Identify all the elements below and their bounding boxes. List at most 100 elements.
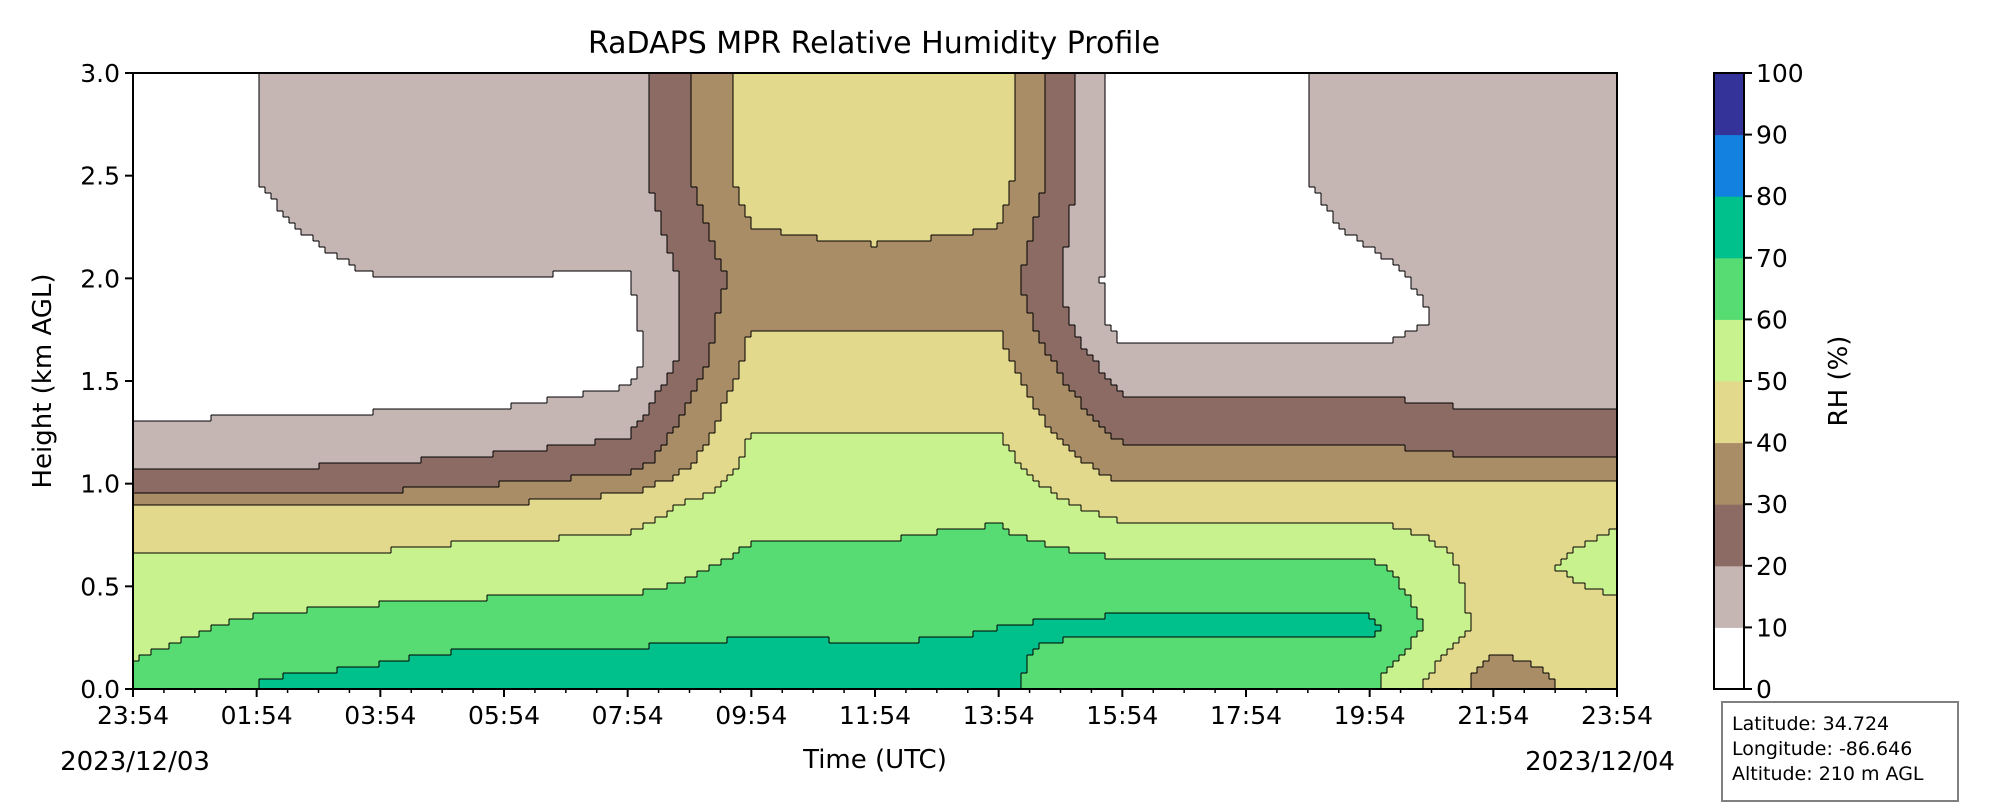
rh-band-cell [637, 307, 680, 314]
rh-band-cell [1411, 601, 1466, 608]
rh-band-cell [133, 427, 632, 434]
rh-band-cell [751, 433, 1004, 440]
rh-band-cell [631, 427, 674, 434]
rh-band-cell [1027, 301, 1064, 308]
rh-band-cell [1057, 433, 1112, 440]
rh-band-cell [1075, 175, 1106, 182]
rh-band-cell [739, 457, 1016, 464]
rh-band-cell [1057, 361, 1100, 368]
rh-band-cell [1387, 667, 1436, 674]
rh-band-cell [259, 151, 650, 158]
rh-band-cell [283, 673, 1022, 680]
rh-band-cell [259, 685, 1022, 689]
rh-band-cell [259, 103, 650, 110]
rh-band-cell [1321, 193, 1617, 200]
x-axis: 23:54 01:54 03:54 05:54 07:54 09:54 11:54 13:54… [97, 689, 1653, 730]
rh-band-cell [1021, 283, 1064, 290]
rh-band-cell [1333, 211, 1617, 218]
rh-band-cell [133, 655, 140, 662]
rh-band-cell [715, 421, 1046, 428]
rh-band-cell [133, 505, 674, 512]
rh-band-cell [1435, 541, 1586, 548]
rh-band-cell [655, 205, 704, 212]
colorbar-tick-label: 70 [1756, 244, 1788, 273]
rh-band-cell [1015, 169, 1046, 176]
rh-band-cell [1015, 97, 1046, 104]
rh-band-cell [1015, 127, 1046, 134]
rh-band-cell [133, 439, 596, 446]
rh-band-cell [1429, 535, 1598, 542]
y-tick-label: 2.5 [80, 162, 120, 191]
rh-band-cell [1087, 409, 1617, 416]
x-tick-label: 05:54 [468, 701, 540, 730]
rh-band-cell [679, 301, 722, 308]
rh-band-cell [1453, 553, 1568, 560]
rh-band-cell [715, 247, 1028, 254]
site-info-box: Latitude: 34.724 Longitude: -86.646 Alti… [1721, 701, 1959, 802]
rh-band-cell [709, 229, 782, 236]
rh-band-cell [685, 577, 1400, 584]
rh-band-cell [1123, 439, 1617, 446]
rh-band-cell [1075, 145, 1106, 152]
rh-band-cell [1369, 613, 1418, 620]
rh-band-cell [1027, 661, 1394, 668]
rh-band-cell [679, 355, 710, 362]
altitude-text: Altitude: 210 m AGL [1732, 763, 1924, 785]
rh-band-cell [727, 271, 1022, 278]
rh-band-cell [745, 211, 1004, 218]
colorbar-swatch [1714, 504, 1744, 567]
rh-band-cell [313, 235, 668, 242]
rh-band-cell [1069, 241, 1106, 248]
rh-band-cell [451, 649, 1034, 656]
rh-band-cell [133, 577, 686, 584]
rh-band-cell [637, 319, 680, 326]
x-tick-label: 03:54 [344, 701, 416, 730]
rh-band-cell [1039, 337, 1082, 344]
rh-band-cell [679, 337, 716, 344]
rh-band-cell [1459, 637, 1617, 644]
rh-band-cell [733, 469, 1028, 476]
rh-band-cell [1417, 613, 1472, 620]
rh-band-cell [1531, 661, 1617, 668]
rh-band-cell [1309, 157, 1617, 164]
rh-band-cell [733, 121, 1016, 128]
rh-band-cell [691, 91, 734, 98]
rh-band-cell [1045, 91, 1076, 98]
rh-band-cell [649, 133, 692, 140]
rh-band-cell [667, 583, 1400, 590]
rh-band-cell [1051, 355, 1094, 362]
x-tick-label: 13:54 [963, 701, 1035, 730]
rh-band-cell [1051, 427, 1106, 434]
rh-band-cell [1015, 145, 1046, 152]
rh-band-cell [721, 307, 1028, 314]
rh-band-cell [133, 523, 644, 530]
rh-band-cell [1021, 289, 1064, 296]
rh-band-cell [1309, 91, 1617, 98]
colorbar-tick-label: 30 [1756, 490, 1788, 519]
rh-band-cell [697, 379, 734, 386]
rh-band-cell [1441, 655, 1490, 662]
rh-band-cell [1045, 187, 1076, 194]
rh-band-cell [1045, 541, 1436, 548]
rh-band-cell [661, 385, 698, 392]
rh-band-cell [1105, 553, 1454, 560]
rh-band-cell [715, 313, 1034, 320]
rh-band-cell [1075, 163, 1106, 170]
rh-band-cell [709, 565, 1388, 572]
rh-band-cell [1405, 649, 1448, 656]
rh-band-cell [133, 451, 494, 458]
rh-band-cell [133, 667, 338, 674]
rh-band-cell [133, 475, 572, 482]
rh-band-cell [1075, 109, 1106, 116]
rh-band-cell [721, 403, 1034, 410]
rh-band-cell [1471, 619, 1617, 626]
rh-band-cell [1489, 655, 1514, 662]
rh-band-cell [1105, 373, 1617, 380]
rh-band-cell [721, 481, 1040, 488]
rh-band-cell [259, 115, 650, 122]
rh-band-cell [1045, 79, 1076, 86]
rh-band-cell [829, 637, 920, 644]
rh-band-cell [1015, 133, 1046, 140]
rh-band-cell [1003, 211, 1040, 218]
rh-band-cell [643, 331, 680, 338]
